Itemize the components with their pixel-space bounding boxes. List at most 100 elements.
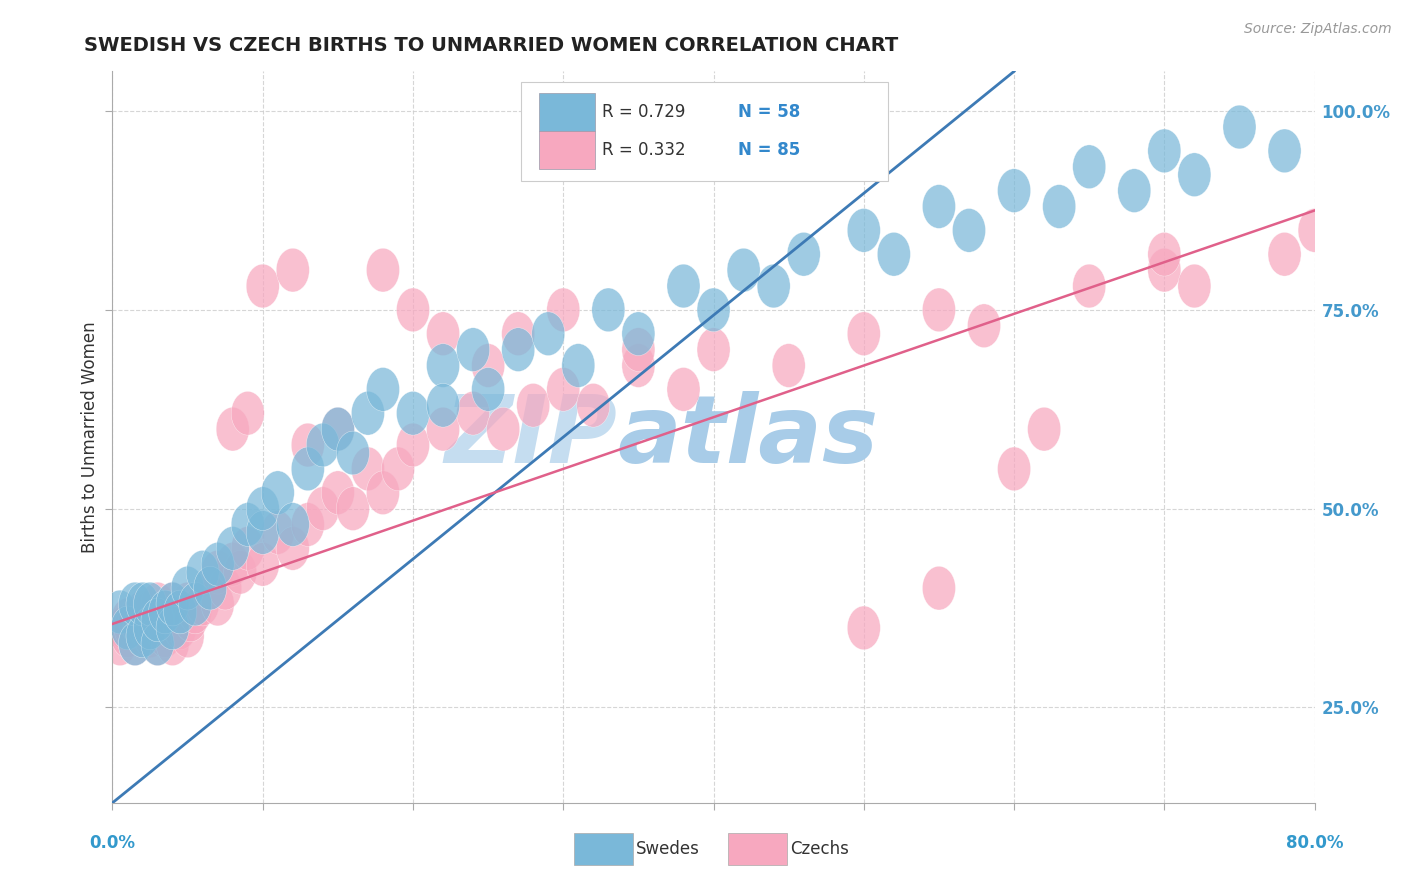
Ellipse shape	[134, 606, 166, 649]
Ellipse shape	[172, 614, 204, 657]
Ellipse shape	[127, 591, 159, 634]
Ellipse shape	[141, 582, 174, 626]
Ellipse shape	[1268, 232, 1301, 277]
Ellipse shape	[104, 591, 136, 634]
Ellipse shape	[163, 606, 197, 649]
Ellipse shape	[1268, 129, 1301, 173]
Ellipse shape	[291, 503, 325, 547]
Ellipse shape	[336, 487, 370, 531]
Ellipse shape	[118, 598, 152, 642]
Ellipse shape	[149, 591, 181, 634]
Ellipse shape	[1147, 248, 1181, 292]
Ellipse shape	[967, 304, 1001, 348]
Ellipse shape	[1223, 105, 1256, 149]
Ellipse shape	[576, 384, 610, 427]
Ellipse shape	[516, 384, 550, 427]
Ellipse shape	[231, 392, 264, 435]
Ellipse shape	[141, 598, 174, 642]
Ellipse shape	[1178, 153, 1211, 196]
Ellipse shape	[471, 343, 505, 387]
Ellipse shape	[1147, 232, 1181, 277]
Ellipse shape	[697, 327, 730, 371]
Ellipse shape	[486, 408, 520, 451]
Ellipse shape	[111, 614, 143, 657]
Ellipse shape	[276, 248, 309, 292]
Ellipse shape	[352, 447, 384, 491]
Ellipse shape	[367, 471, 399, 515]
Ellipse shape	[922, 288, 956, 332]
Ellipse shape	[163, 591, 197, 634]
Ellipse shape	[246, 487, 280, 531]
Ellipse shape	[217, 526, 249, 570]
Ellipse shape	[111, 606, 143, 649]
Ellipse shape	[621, 343, 655, 387]
Ellipse shape	[262, 471, 294, 515]
Ellipse shape	[997, 169, 1031, 212]
Ellipse shape	[172, 582, 204, 626]
Ellipse shape	[322, 408, 354, 451]
Ellipse shape	[666, 264, 700, 308]
Text: Swedes: Swedes	[636, 840, 699, 858]
Ellipse shape	[1073, 264, 1105, 308]
Ellipse shape	[322, 408, 354, 451]
Ellipse shape	[156, 582, 190, 626]
Ellipse shape	[922, 185, 956, 228]
Ellipse shape	[877, 232, 911, 277]
Ellipse shape	[134, 582, 166, 626]
Text: SWEDISH VS CZECH BIRTHS TO UNMARRIED WOMEN CORRELATION CHART: SWEDISH VS CZECH BIRTHS TO UNMARRIED WOM…	[84, 36, 898, 54]
Text: atlas: atlas	[617, 391, 879, 483]
Ellipse shape	[141, 622, 174, 665]
Ellipse shape	[217, 542, 249, 586]
Ellipse shape	[848, 209, 880, 252]
Text: ZIP: ZIP	[444, 391, 617, 483]
Ellipse shape	[149, 591, 181, 634]
Text: 80.0%: 80.0%	[1286, 834, 1343, 852]
Text: N = 58: N = 58	[738, 103, 800, 120]
Ellipse shape	[547, 368, 579, 411]
Ellipse shape	[381, 447, 415, 491]
Ellipse shape	[531, 312, 565, 356]
Ellipse shape	[336, 431, 370, 475]
Ellipse shape	[756, 264, 790, 308]
Ellipse shape	[156, 622, 190, 665]
Ellipse shape	[1028, 408, 1060, 451]
Ellipse shape	[621, 312, 655, 356]
Ellipse shape	[1178, 264, 1211, 308]
Ellipse shape	[426, 384, 460, 427]
Ellipse shape	[457, 327, 489, 371]
Ellipse shape	[276, 526, 309, 570]
Ellipse shape	[276, 503, 309, 547]
Ellipse shape	[1147, 129, 1181, 173]
Ellipse shape	[1043, 185, 1076, 228]
FancyBboxPatch shape	[540, 131, 595, 169]
Ellipse shape	[201, 550, 235, 594]
Ellipse shape	[156, 598, 190, 642]
Ellipse shape	[502, 312, 534, 356]
FancyBboxPatch shape	[522, 82, 887, 181]
Ellipse shape	[697, 288, 730, 332]
Ellipse shape	[134, 591, 166, 634]
Ellipse shape	[246, 542, 280, 586]
Ellipse shape	[127, 614, 159, 657]
Ellipse shape	[231, 503, 264, 547]
Ellipse shape	[848, 312, 880, 356]
Ellipse shape	[426, 408, 460, 451]
Ellipse shape	[224, 550, 257, 594]
Text: N = 85: N = 85	[738, 141, 800, 159]
Ellipse shape	[307, 487, 339, 531]
Ellipse shape	[118, 622, 152, 665]
Ellipse shape	[217, 408, 249, 451]
Ellipse shape	[201, 542, 235, 586]
Ellipse shape	[172, 566, 204, 610]
Text: R = 0.729: R = 0.729	[602, 103, 685, 120]
Ellipse shape	[396, 423, 430, 467]
Ellipse shape	[471, 368, 505, 411]
Ellipse shape	[186, 582, 219, 626]
Text: R = 0.332: R = 0.332	[602, 141, 685, 159]
Ellipse shape	[186, 550, 219, 594]
Ellipse shape	[592, 288, 624, 332]
Ellipse shape	[208, 566, 242, 610]
Text: Czechs: Czechs	[790, 840, 849, 858]
Ellipse shape	[367, 368, 399, 411]
Ellipse shape	[426, 312, 460, 356]
